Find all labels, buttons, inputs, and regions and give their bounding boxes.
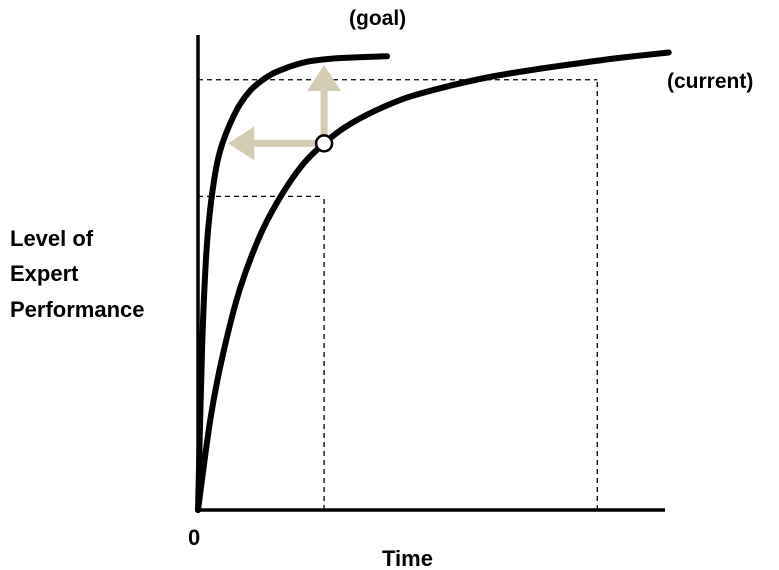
y-axis-label-line-3: Performance xyxy=(10,297,145,322)
y-axis-label-line-1: Level of xyxy=(10,226,94,251)
y-axis-label-line-2: Expert xyxy=(10,261,79,286)
series-label-goal: (goal) xyxy=(349,7,406,30)
arrow-head-1 xyxy=(307,64,342,91)
series xyxy=(195,49,672,513)
marked-point xyxy=(314,134,334,153)
series-line-goal xyxy=(195,53,391,513)
series-label-current: (current) xyxy=(667,70,753,93)
x-axis-label: Time xyxy=(382,546,433,570)
origin-tick-label: 0 xyxy=(188,525,200,550)
arrow-head-0 xyxy=(228,126,255,161)
series-line-current xyxy=(195,49,672,513)
